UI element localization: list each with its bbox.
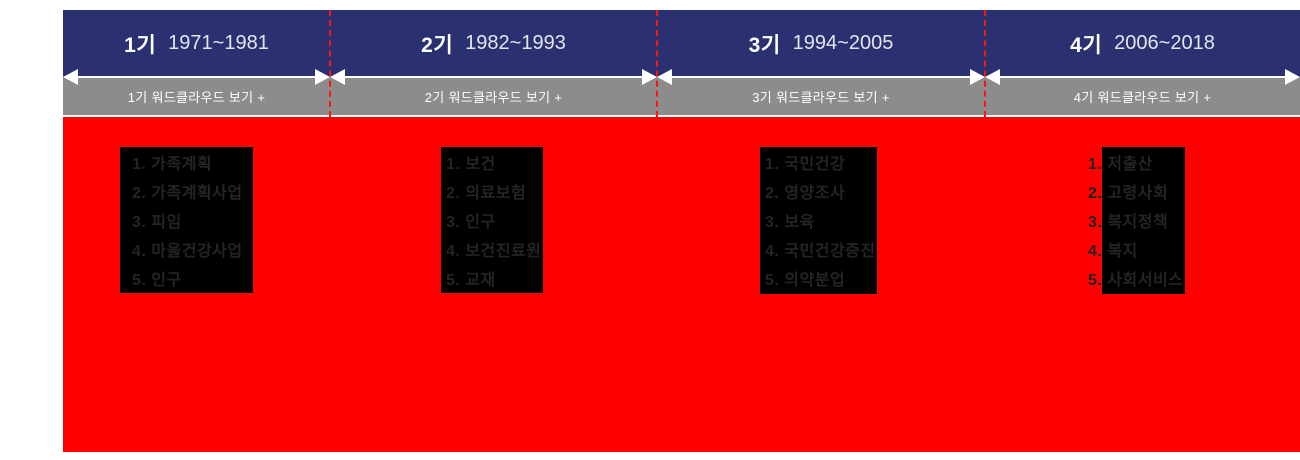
wordcloud-toggle-button-3[interactable]: 3기 워드클라우드 보기 + xyxy=(657,77,985,115)
keyword-item: 2. 고령사회 xyxy=(1088,185,1169,202)
period-2-label: 2기 xyxy=(421,33,454,57)
keyword-item: 3. 인구 xyxy=(446,214,496,231)
keyword-list-period-3: 1. 국민건강 2. 영양조사 3. 보육 4. 국민건강증진 5. 의약분업 xyxy=(760,147,877,294)
period-2-years: 1982~1993 xyxy=(465,32,566,54)
section-divider-dashed-3 xyxy=(984,10,986,117)
keyword-item: 5. 의약분업 xyxy=(765,272,846,289)
period-3-years: 1994~2005 xyxy=(792,32,894,54)
section-period-4: 4기 2006~2018 4기 워드클라우드 보기 + xyxy=(985,10,1300,115)
wordcloud-toggle-button-2[interactable]: 2기 워드클라우드 보기 + xyxy=(330,77,657,115)
keyword-item: 2. 영양조사 xyxy=(765,185,846,202)
wordcloud-toggle-label-2: 2기 워드클라우드 보기 + xyxy=(424,89,563,105)
keyword-item: 3. 피임 xyxy=(132,214,182,231)
keyword-item: 4. 국민건강증진 xyxy=(765,243,876,260)
wordcloud-toggle-label-3: 3기 워드클라우드 보기 + xyxy=(752,89,890,105)
period-4-header: 4기 2006~2018 xyxy=(985,10,1300,77)
keyword-item: 2. 가족계획사업 xyxy=(132,185,243,202)
wordcloud-toggle-label-4: 4기 워드클라우드 보기 + xyxy=(1073,89,1212,105)
period-2-header: 2기 1982~1993 xyxy=(330,10,657,77)
period-1-header: 1기 1971~1981 xyxy=(63,10,330,77)
keyword-item: 5. 교재 xyxy=(446,272,496,289)
period-sections: 1기 1971~1981 1기 워드클라우드 보기 + 2기 1982~1993 xyxy=(63,10,1300,115)
keyword-item: 4. 복지 xyxy=(1088,243,1138,260)
keyword-item: 5. 사회서비스 xyxy=(1088,272,1184,289)
keyword-item: 4. 보건진료원 xyxy=(446,243,542,260)
keyword-list-period-4: 1. 저출산 2. 고령사회 3. 복지정책 4. 복지 5. 사회서비스 xyxy=(1088,147,1185,294)
keyword-item: 1. 국민건강 xyxy=(765,156,846,173)
timeline-band: 1기 1971~1981 1기 워드클라우드 보기 + 2기 1982~1993 xyxy=(63,10,1300,452)
section-divider-dashed-2 xyxy=(656,10,658,117)
section-period-1: 1기 1971~1981 1기 워드클라우드 보기 + xyxy=(63,10,330,115)
keyword-item: 1. 보건 xyxy=(446,156,496,173)
period-3-header: 3기 1994~2005 xyxy=(657,10,985,77)
keyword-list-period-2: 1. 보건 2. 의료보험 3. 인구 4. 보건진료원 5. 교재 xyxy=(441,147,543,293)
keyword-item: 1. 저출산 xyxy=(1088,156,1153,173)
period-1-label: 1기 xyxy=(124,33,157,57)
keyword-item: 3. 보육 xyxy=(765,214,815,231)
wordcloud-toggle-button-1[interactable]: 1기 워드클라우드 보기 + xyxy=(63,77,330,115)
section-period-2: 2기 1982~1993 2기 워드클라우드 보기 + xyxy=(330,10,657,115)
keyword-item: 4. 마을건강사업 xyxy=(132,243,243,260)
keyword-list-period-1: 1. 가족계획 2. 가족계획사업 3. 피임 4. 마을건강사업 5. 인구 xyxy=(120,147,253,293)
wordcloud-toggle-label-1: 1기 워드클라우드 보기 + xyxy=(127,89,266,105)
content-area-red xyxy=(63,117,1300,452)
period-4-years: 2006~2018 xyxy=(1114,32,1215,54)
keyword-item: 3. 복지정책 xyxy=(1088,214,1169,231)
period-3-label: 3기 xyxy=(748,33,781,57)
period-4-label: 4기 xyxy=(1070,33,1103,57)
keyword-item: 1. 가족계획 xyxy=(132,156,213,173)
section-period-3: 3기 1994~2005 3기 워드클라우드 보기 + xyxy=(657,10,985,115)
keyword-item: 2. 의료보험 xyxy=(446,185,527,202)
keyword-item: 5. 인구 xyxy=(132,272,182,289)
period-1-years: 1971~1981 xyxy=(168,32,269,54)
section-divider-dashed-1 xyxy=(329,10,331,117)
wordcloud-toggle-button-4[interactable]: 4기 워드클라우드 보기 + xyxy=(985,77,1300,115)
